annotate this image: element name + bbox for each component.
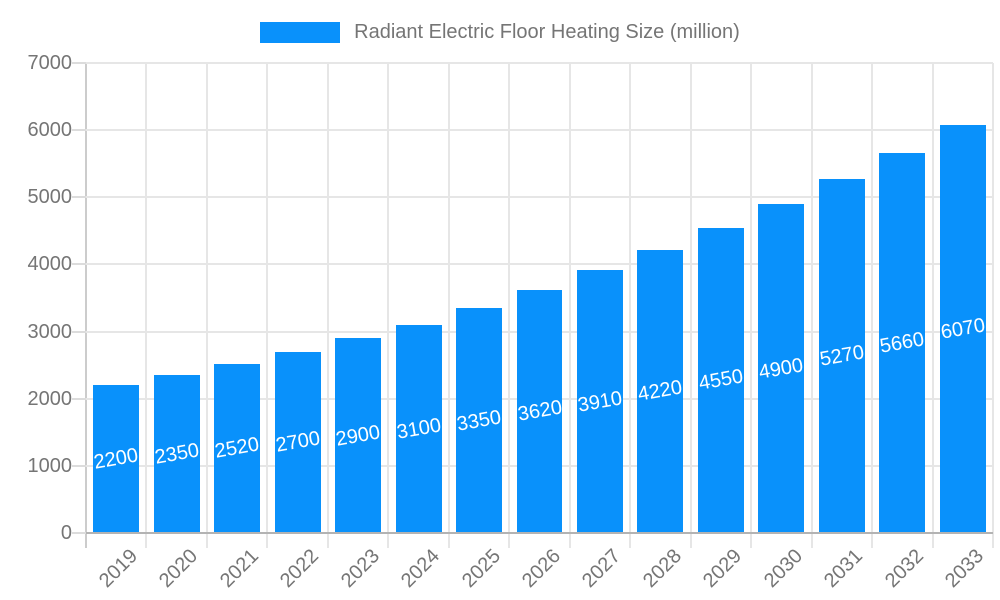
- bar-2027[interactable]: 3910: [577, 270, 623, 533]
- bar-2024[interactable]: 3100: [395, 324, 442, 533]
- bar-slot: 4900: [751, 63, 811, 533]
- bar-slot: 2700: [267, 63, 327, 533]
- bar-slot: 5660: [872, 63, 932, 533]
- y-axis-label: 0: [60, 522, 72, 544]
- bar-value-label: 5270: [818, 341, 865, 371]
- vertical-gridline: [810, 63, 813, 548]
- bar-2033[interactable]: 6070: [939, 125, 986, 533]
- horizontal-gridline: [86, 62, 993, 64]
- bar-value-label: 2520: [214, 433, 261, 464]
- bar-value-label: 2700: [274, 427, 321, 458]
- y-axis-label: 4000: [27, 253, 73, 276]
- plot-left-border: [85, 63, 87, 548]
- x-axis-label-text: 2033: [941, 545, 989, 593]
- bar-slot: 3910: [570, 63, 630, 533]
- bar-2030[interactable]: 4900: [758, 204, 805, 533]
- bar-value-label: 4550: [697, 365, 744, 395]
- bar-value-label: 2900: [335, 420, 382, 451]
- horizontal-gridline: [86, 129, 993, 132]
- x-axis-line: [86, 532, 993, 534]
- bar-slot: 5270: [812, 63, 872, 533]
- vertical-gridline: [508, 63, 511, 548]
- vertical-gridline: [931, 63, 934, 548]
- bar-2022[interactable]: 2700: [274, 351, 321, 533]
- bar-2026[interactable]: 3620: [516, 289, 563, 533]
- y-axis-label: 2000: [27, 387, 73, 410]
- bar-2021[interactable]: 2520: [214, 363, 261, 533]
- legend[interactable]: Radiant Electric Floor Heating Size (mil…: [0, 14, 1000, 50]
- bar-slot: 2900: [328, 63, 388, 533]
- legend-label: Radiant Electric Floor Heating Size (mil…: [354, 20, 740, 43]
- bar-2025[interactable]: 3350: [456, 308, 503, 533]
- y-axis-label: 5000: [27, 186, 73, 209]
- bar-slot: 4550: [691, 63, 751, 533]
- vertical-gridline: [629, 63, 632, 548]
- bar-slot: 2200: [86, 63, 146, 533]
- bar-value-label: 3620: [516, 396, 563, 427]
- bar-value-label: 4220: [637, 376, 684, 407]
- bar-2019[interactable]: 2200: [93, 385, 140, 533]
- y-axis-tick: [72, 532, 86, 534]
- horizontal-gridline: [86, 196, 993, 199]
- bar-slot: 3350: [449, 63, 509, 533]
- vertical-gridline: [447, 63, 450, 548]
- legend-swatch: [260, 21, 341, 43]
- y-axis-tick: [72, 397, 86, 400]
- bar-2020[interactable]: 2350: [153, 375, 200, 533]
- bar-2028[interactable]: 4220: [637, 249, 684, 533]
- y-axis-tick: [72, 62, 86, 64]
- vertical-gridline: [387, 63, 390, 548]
- y-axis-tick: [72, 196, 86, 199]
- y-axis-label: 3000: [27, 320, 73, 343]
- y-axis-label: 7000: [27, 52, 73, 74]
- x-axis-label: 2033: [873, 545, 988, 592]
- y-axis-tick: [72, 129, 86, 132]
- bar-2029[interactable]: 4550: [697, 227, 744, 533]
- y-axis-label: 6000: [27, 119, 73, 142]
- bar-value-label: 3350: [456, 405, 503, 436]
- bar-slot: 6070: [933, 63, 993, 533]
- bar-slot: 2520: [207, 63, 267, 533]
- y-axis-label: 1000: [27, 454, 73, 477]
- vertical-gridline: [689, 63, 692, 548]
- y-axis-tick: [72, 464, 86, 467]
- bar-value-label: 5660: [879, 328, 926, 358]
- plot-area: 2200 2350 2520 2700 2900 3100 3350 3620 3910 4220…: [85, 62, 994, 548]
- y-axis-tick: [72, 330, 86, 333]
- vertical-gridline: [992, 63, 994, 548]
- vertical-gridline: [568, 63, 571, 548]
- bar-slot: 2350: [146, 63, 206, 533]
- bar-value-label: 3100: [395, 414, 442, 444]
- vertical-gridline: [750, 63, 753, 548]
- bar-value-label: 2200: [93, 444, 140, 474]
- bar-2031[interactable]: 5270: [818, 179, 865, 533]
- vertical-gridline: [205, 63, 208, 548]
- vertical-gridline: [145, 63, 148, 548]
- bars-container: 2200 2350 2520 2700 2900 3100 3350 3620 3910 4220…: [86, 63, 993, 533]
- bar-value-label: 6070: [939, 314, 986, 344]
- y-axis-tick: [72, 263, 86, 266]
- bar-slot: 4220: [630, 63, 690, 533]
- vertical-gridline: [266, 63, 269, 548]
- horizontal-gridline: [86, 263, 993, 266]
- bar-slot: 3620: [509, 63, 569, 533]
- bar-value-label: 3910: [577, 387, 623, 417]
- bar-slot: 3100: [388, 63, 448, 533]
- bar-value-label: 4900: [758, 353, 805, 384]
- bar-2032[interactable]: 5660: [879, 152, 926, 533]
- bar-2023[interactable]: 2900: [335, 338, 382, 533]
- bar-value-label: 2350: [153, 439, 200, 469]
- vertical-gridline: [871, 63, 874, 548]
- vertical-gridline: [326, 63, 329, 548]
